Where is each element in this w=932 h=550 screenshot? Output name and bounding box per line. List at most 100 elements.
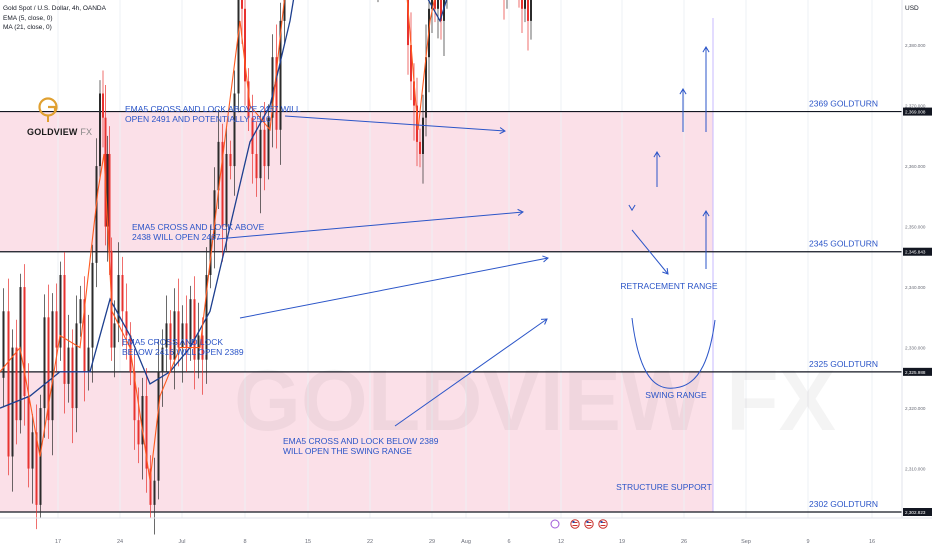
x-tick-label: Aug xyxy=(461,539,471,545)
us-flag-event-icon[interactable] xyxy=(570,519,580,529)
arrowhead-icon xyxy=(679,88,687,95)
candle-body xyxy=(229,153,232,167)
arrowhead-icon xyxy=(702,210,710,217)
y-tick-label: 2,330.000 xyxy=(905,346,926,351)
candle-body xyxy=(244,8,246,82)
ema-indicator-label[interactable]: EMA (5, close, 0) xyxy=(3,15,53,22)
candle-body xyxy=(419,141,421,154)
level-price-tag xyxy=(903,508,932,516)
candle-body xyxy=(153,480,156,505)
candle-body xyxy=(275,57,278,130)
arrowhead-icon xyxy=(628,204,636,212)
candle-body xyxy=(125,311,128,336)
candle-body xyxy=(279,20,282,130)
level-price-tag xyxy=(903,247,932,256)
flag-canton xyxy=(600,521,603,523)
candle-body xyxy=(27,395,30,469)
annotation-texts: EMA5 CROSS AND LOCK ABOVE 2467 WILLOPEN … xyxy=(122,104,718,492)
currency-label: USD xyxy=(905,5,919,12)
arrowhead-icon xyxy=(653,151,661,158)
level-labels: 2510 GOLDTURN2491 GOLDTURN2467 GOLDTURN2… xyxy=(809,99,878,509)
candle-body xyxy=(189,299,192,348)
y-tick-label: 2,320.000 xyxy=(905,406,926,411)
candle-body xyxy=(141,395,144,445)
flag-canton xyxy=(572,521,575,523)
candle-body xyxy=(47,317,50,421)
y-tick-label: 2,340.000 xyxy=(905,285,926,290)
candle-body xyxy=(104,117,107,227)
level-price-tag-text: 2,302.823 xyxy=(905,510,926,515)
x-grid xyxy=(57,0,873,518)
us-flag-event-icon[interactable] xyxy=(584,519,594,529)
level-label: 2302 GOLDTURN xyxy=(809,499,878,509)
x-tick-label: 17 xyxy=(55,539,61,545)
annotation-text: EMA5 CROSS AND LOCK xyxy=(122,337,223,347)
logo-name: GOLDVIEW xyxy=(27,127,78,137)
price-axis[interactable]: 2,380.000 2,370.000 2,360.000 2,350.000 2,34… xyxy=(901,0,932,518)
candle-body xyxy=(157,371,160,481)
y-tick-label: 2,370.000 xyxy=(905,104,926,109)
candle-body xyxy=(121,274,124,312)
candle-body xyxy=(161,347,164,372)
candle-body xyxy=(237,0,240,94)
candle-body xyxy=(255,153,258,179)
level-label: 2345 GOLDTURN xyxy=(809,239,878,249)
candle-body xyxy=(181,323,184,348)
candle-body xyxy=(225,153,228,227)
logo-text: GOLDVIEW FX xyxy=(27,127,92,137)
ema5-line xyxy=(0,0,435,481)
level-price-tag-text: 2,325.988 xyxy=(905,370,926,375)
candle-body xyxy=(106,153,109,227)
candle-body xyxy=(437,0,439,9)
candle-body xyxy=(7,311,10,457)
annotation-arrow xyxy=(239,257,549,319)
arrowhead-icon xyxy=(662,267,669,275)
us-flag-event-icon[interactable] xyxy=(598,519,608,529)
x-tick-label: 15 xyxy=(305,539,311,545)
event-flash-icon[interactable] xyxy=(550,519,560,529)
ma-indicator-label[interactable]: MA (21, close, 0) xyxy=(3,24,52,31)
candle-body xyxy=(43,317,46,409)
annotation-text: OPEN 2491 AND POTENTIALLY 2510 xyxy=(125,114,271,124)
candle-body xyxy=(431,0,433,9)
logo-suffix: FX xyxy=(80,127,93,137)
candle-body xyxy=(221,141,224,227)
candle-body xyxy=(11,347,14,457)
goldview-logo-icon xyxy=(38,97,58,122)
range-label: SWING RANGE xyxy=(645,390,707,400)
flag-stripe xyxy=(600,522,606,523)
event-icons[interactable] xyxy=(550,519,608,529)
candle-body xyxy=(113,323,116,348)
candle-body xyxy=(99,93,101,167)
candle-body xyxy=(407,0,409,46)
x-tick-label: 16 xyxy=(869,539,875,545)
y-tick-label: 2,360.000 xyxy=(905,164,926,169)
candle-body xyxy=(102,93,104,118)
level-price-tag xyxy=(903,367,932,376)
candle-body xyxy=(247,81,250,118)
candle-body xyxy=(422,117,424,154)
x-tick-label: 24 xyxy=(117,539,123,545)
candle-body xyxy=(15,347,18,421)
zone-group xyxy=(0,111,713,512)
candle-body xyxy=(51,311,54,421)
x-tick-label: Sep xyxy=(741,539,751,545)
flag-stripe xyxy=(572,525,578,526)
candle-body xyxy=(241,0,243,9)
watermark-text: GOLDVIEW FX xyxy=(234,353,836,449)
symbol-title[interactable]: Gold Spot / U.S. Dollar, 4h, OANDA xyxy=(3,5,106,12)
arrowhead-icon xyxy=(499,127,506,135)
candle-body xyxy=(79,299,82,324)
swing-range-curve xyxy=(631,317,716,389)
flag-stripe xyxy=(572,522,578,523)
candle-body xyxy=(149,468,152,505)
candle-body xyxy=(2,311,5,378)
candle-body xyxy=(75,323,78,409)
candle-body xyxy=(169,323,172,360)
flag-stripe xyxy=(586,522,592,523)
candle-body xyxy=(59,274,62,348)
candle-body xyxy=(95,166,98,263)
y-tick-label: 2,350.000 xyxy=(905,225,926,230)
